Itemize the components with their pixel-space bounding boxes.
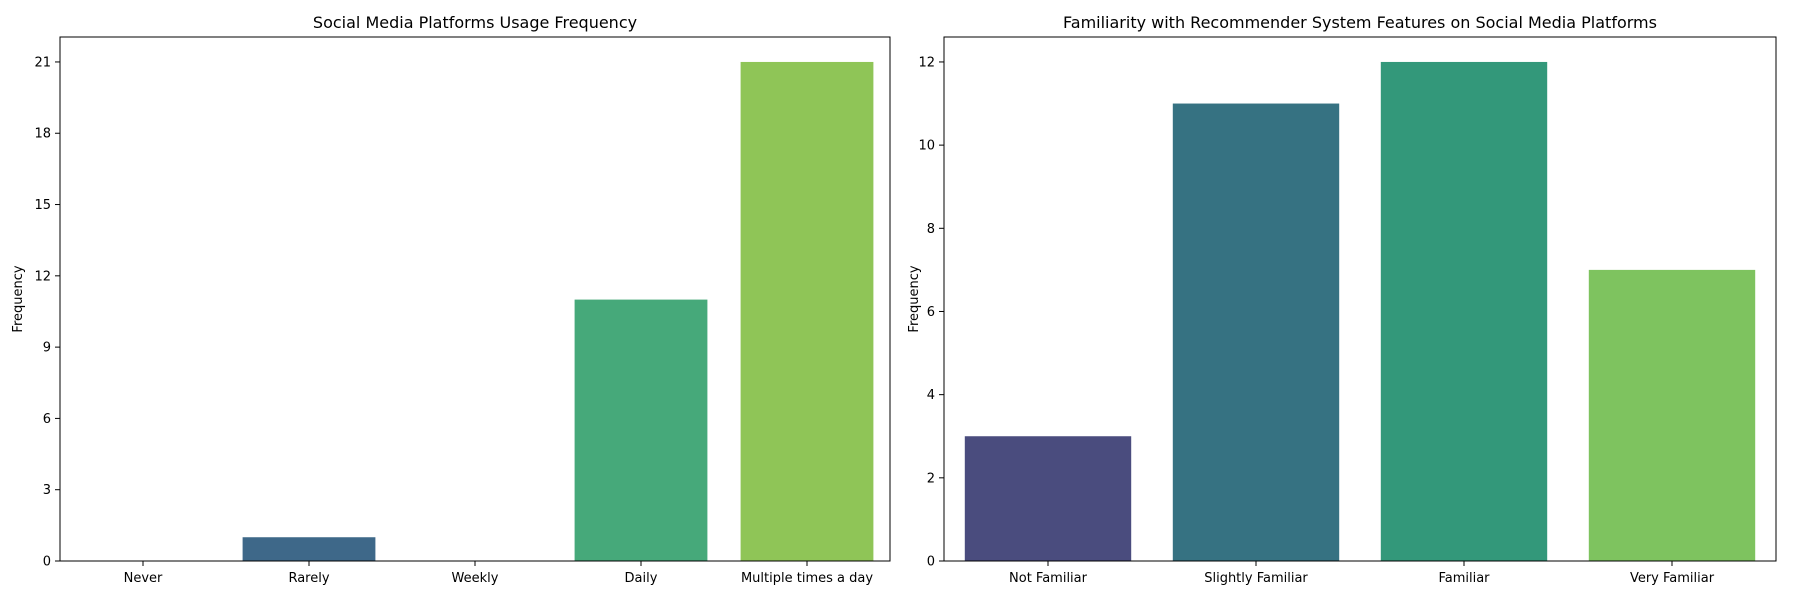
- bar-3: [574, 299, 708, 561]
- y-tick-label: 0: [43, 555, 51, 570]
- bars: [242, 61, 874, 561]
- bars: [964, 61, 1756, 562]
- y-axis-label: Frequency: [907, 265, 922, 332]
- y-tick-label: 2: [927, 471, 935, 486]
- y-tick-label: 10: [918, 139, 935, 154]
- y-tick-label: 21: [34, 55, 51, 70]
- y-tick-label: 9: [43, 341, 51, 356]
- bar-1: [242, 537, 376, 561]
- y-ticks: 0 2 4 6 8 10 12: [918, 55, 944, 570]
- x-tick-label: Very Familiar: [1630, 571, 1715, 586]
- x-tick-label: Familiar: [1438, 571, 1490, 586]
- bar-1: [1172, 103, 1340, 562]
- x-tick-label: Not Familiar: [1009, 571, 1088, 586]
- chart-recommender-familiarity: Familiarity with Recommender System Feat…: [907, 13, 1777, 586]
- y-tick-label: 0: [927, 555, 935, 570]
- x-tick-label: Multiple times a day: [741, 571, 873, 586]
- x-tick-label: Rarely: [288, 571, 329, 586]
- x-tick-label: Never: [124, 571, 163, 586]
- y-tick-label: 4: [927, 388, 935, 403]
- x-tick-label: Slightly Familiar: [1204, 571, 1308, 586]
- x-ticks: Never Rarely Weekly Daily Multiple times a d…: [124, 561, 873, 586]
- y-ticks: 0 3 6 9 12 15 18 21: [34, 55, 60, 570]
- x-tick-label: Daily: [625, 571, 658, 586]
- chart-title: Familiarity with Recommender System Feat…: [1063, 13, 1657, 32]
- bar-3: [1588, 269, 1756, 561]
- bar-2: [1380, 61, 1548, 561]
- y-tick-label: 6: [43, 412, 51, 427]
- y-tick-label: 12: [918, 55, 935, 70]
- y-tick-label: 12: [34, 269, 51, 284]
- chart-title: Social Media Platforms Usage Frequency: [313, 13, 637, 32]
- x-ticks: Not Familiar Slightly Familiar Familiar Ver…: [1009, 561, 1715, 586]
- y-tick-label: 18: [34, 127, 51, 142]
- plot-frame: [943, 36, 1777, 562]
- y-tick-label: 3: [43, 483, 51, 498]
- bar-0: [964, 436, 1132, 561]
- x-tick-label: Weekly: [452, 571, 499, 586]
- y-axis-label: Frequency: [11, 265, 26, 332]
- y-tick-label: 6: [927, 305, 935, 320]
- y-tick-label: 8: [927, 222, 935, 237]
- bar-4: [740, 61, 874, 561]
- y-tick-label: 15: [34, 198, 51, 213]
- plot-frame: [59, 36, 891, 562]
- chart-usage-frequency: Social Media Platforms Usage Frequency F…: [11, 13, 891, 586]
